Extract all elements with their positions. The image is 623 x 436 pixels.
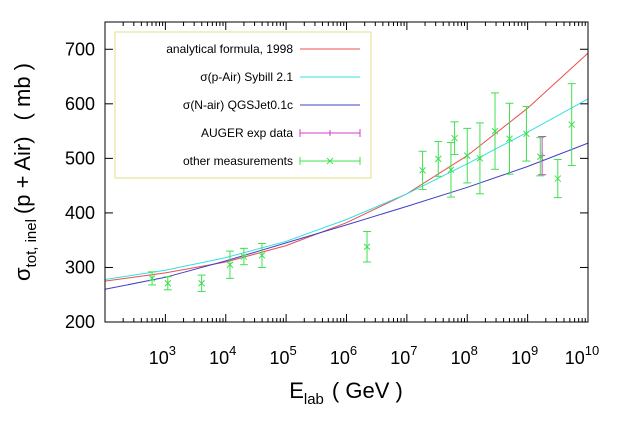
data-point bbox=[148, 271, 157, 286]
point-marker bbox=[451, 134, 458, 142]
data-point bbox=[225, 250, 234, 279]
legend-item: analytical formula, 1998 bbox=[166, 42, 360, 56]
data-point bbox=[553, 158, 562, 199]
series-layer bbox=[104, 52, 589, 292]
legend-label: other measurements bbox=[183, 154, 293, 168]
legend-label: σ(N-air) QGSJet0.1c bbox=[183, 98, 293, 112]
x-tick-label: 109 bbox=[511, 343, 538, 368]
data-point bbox=[163, 276, 172, 291]
data-point bbox=[450, 121, 459, 156]
y-tick-label: 500 bbox=[65, 148, 95, 168]
legend-marker bbox=[326, 157, 334, 165]
legend-item: other measurements bbox=[183, 154, 361, 168]
x-tick-label: 104 bbox=[209, 343, 236, 368]
point-marker bbox=[226, 261, 234, 269]
point-marker bbox=[536, 153, 544, 161]
point-marker bbox=[554, 175, 562, 182]
x-tick-label: 1010 bbox=[565, 343, 600, 368]
data-point bbox=[522, 106, 531, 162]
series-line-0 bbox=[104, 52, 589, 282]
point-marker bbox=[419, 167, 426, 174]
point-marker bbox=[568, 121, 576, 128]
point-marker bbox=[363, 243, 371, 251]
y-tick-label: 300 bbox=[65, 257, 95, 277]
legend-label: AUGER exp data bbox=[201, 126, 293, 140]
point-marker bbox=[523, 130, 530, 138]
x-axis-symbol: E bbox=[289, 378, 304, 403]
x-axis-title: Elab ( GeV ) bbox=[289, 378, 403, 408]
data-point bbox=[257, 242, 266, 268]
data-point bbox=[418, 150, 427, 190]
legend-label: analytical formula, 1998 bbox=[166, 42, 293, 56]
point-marker bbox=[198, 279, 205, 287]
x-tick-label: 103 bbox=[149, 343, 176, 368]
data-point bbox=[363, 230, 372, 263]
legend-marker bbox=[327, 130, 333, 136]
data-point bbox=[475, 122, 484, 195]
series-line-1 bbox=[104, 98, 589, 280]
data-point bbox=[536, 137, 545, 177]
data-point bbox=[434, 140, 443, 177]
point-marker bbox=[240, 253, 248, 260]
point-marker bbox=[148, 275, 156, 282]
legend-item: AUGER exp data bbox=[201, 126, 361, 140]
y-axis-unit: ( mb ) bbox=[10, 63, 35, 120]
y-tick-label: 200 bbox=[65, 312, 95, 332]
data-point bbox=[491, 92, 500, 170]
plot-frame bbox=[104, 21, 589, 323]
point-marker bbox=[463, 152, 471, 159]
point-marker bbox=[476, 155, 484, 162]
svg-text:σtot, inel(p + Air)( mb ): σtot, inel (p + Air) ( mb ) bbox=[10, 63, 40, 281]
x-tick-label: 108 bbox=[451, 343, 478, 368]
y-axis-symbol: σ bbox=[10, 267, 35, 281]
point-marker bbox=[506, 135, 513, 143]
y-axis-title: σtot, inel (p + Air) ( mb ) bbox=[10, 63, 40, 281]
x-tick-labels: 103 104 105 106 107 108 109 1010 bbox=[149, 343, 600, 368]
x-axis-subscript: lab bbox=[304, 391, 324, 408]
axis-ticks bbox=[105, 22, 589, 323]
x-tick-label: 106 bbox=[330, 343, 357, 368]
point-marker bbox=[447, 166, 455, 174]
data-point bbox=[239, 247, 248, 266]
point-marker bbox=[258, 252, 266, 259]
y-tick-label: 600 bbox=[65, 94, 95, 114]
data-point bbox=[505, 102, 514, 175]
data-point bbox=[446, 142, 455, 198]
legend: analytical formula, 1998 σ(p-Air) Sybill … bbox=[114, 31, 372, 179]
y-tick-label: 700 bbox=[65, 39, 95, 59]
data-point bbox=[567, 83, 576, 166]
data-point bbox=[463, 127, 472, 184]
x-axis-unit: ( GeV ) bbox=[332, 378, 403, 403]
series-line-2 bbox=[104, 142, 589, 290]
point-marker bbox=[434, 155, 442, 163]
legend-item: σ(N-air) QGSJet0.1c bbox=[183, 98, 360, 112]
data-point bbox=[197, 274, 206, 292]
point-marker bbox=[164, 279, 172, 287]
y-axis-subscript: tot, inel bbox=[23, 219, 40, 267]
legend-label: σ(p-Air) Sybill 2.1 bbox=[200, 70, 293, 84]
y-axis-quantity: (p + Air) bbox=[10, 136, 35, 214]
legend-item: σ(p-Air) Sybill 2.1 bbox=[200, 70, 360, 84]
point-marker bbox=[491, 127, 499, 135]
x-tick-label: 107 bbox=[390, 343, 417, 368]
y-tick-labels: 200 300 400 500 600 700 bbox=[65, 39, 95, 332]
x-tick-label: 105 bbox=[269, 343, 296, 368]
y-tick-label: 400 bbox=[65, 203, 95, 223]
